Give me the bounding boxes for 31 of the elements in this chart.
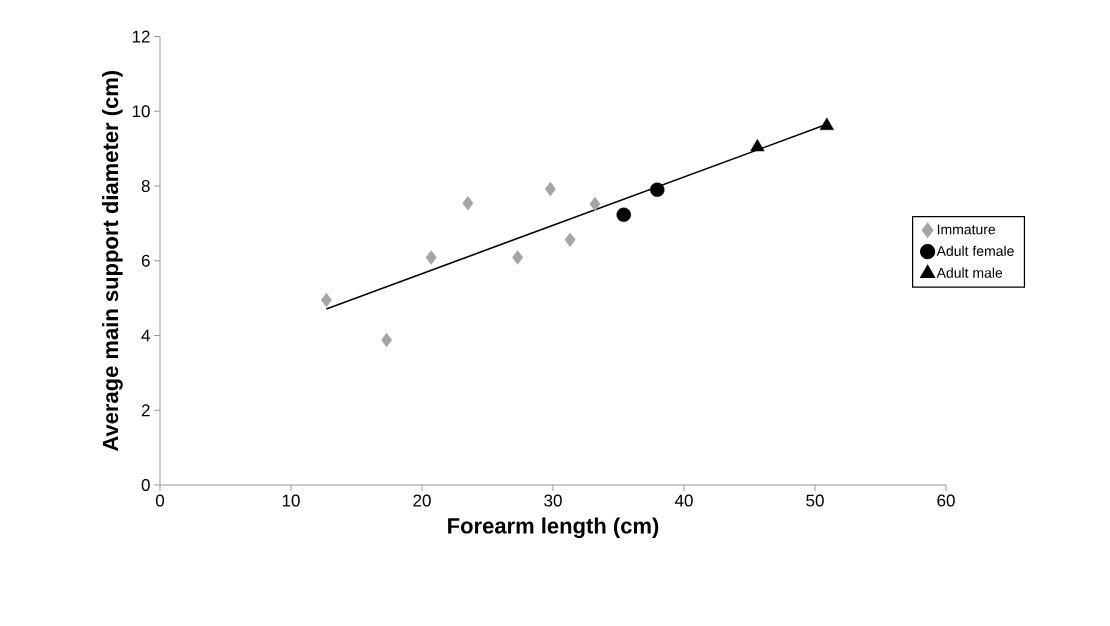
point — [589, 196, 601, 212]
point — [819, 117, 834, 131]
y-tick-label: 2 — [141, 404, 150, 417]
point — [425, 250, 437, 265]
y-tick-label: 6 — [141, 254, 150, 267]
x-axis-title: Forearm length (cm) — [448, 517, 659, 539]
x-tick-label: 50 — [806, 494, 824, 507]
point — [564, 232, 576, 248]
y-tick-label: 10 — [132, 105, 150, 118]
legend-label: Adult male — [936, 267, 1003, 278]
x-tick-label: 30 — [544, 494, 562, 507]
y-tick-label: 0 — [141, 478, 150, 492]
y-tick-label: 12 — [132, 30, 150, 43]
point — [512, 250, 524, 265]
point — [320, 292, 332, 308]
point — [650, 182, 665, 197]
point — [544, 181, 556, 197]
y-tick-label: 4 — [141, 329, 150, 342]
x-tick-label: 20 — [413, 494, 431, 507]
x-tick-label: 40 — [674, 494, 693, 507]
point — [750, 138, 765, 152]
y-axis-title: Average main support diameter (cm) — [102, 70, 123, 452]
point — [616, 207, 631, 222]
legend-label: Immature — [937, 224, 996, 235]
x-tick-label: 60 — [937, 494, 955, 507]
point — [462, 195, 474, 211]
point — [381, 332, 393, 348]
legend-label: Adult female — [936, 245, 1014, 257]
y-tick-label: 8 — [141, 179, 150, 193]
x-tick-label: 10 — [282, 494, 300, 507]
x-tick-label: 0 — [155, 494, 165, 507]
